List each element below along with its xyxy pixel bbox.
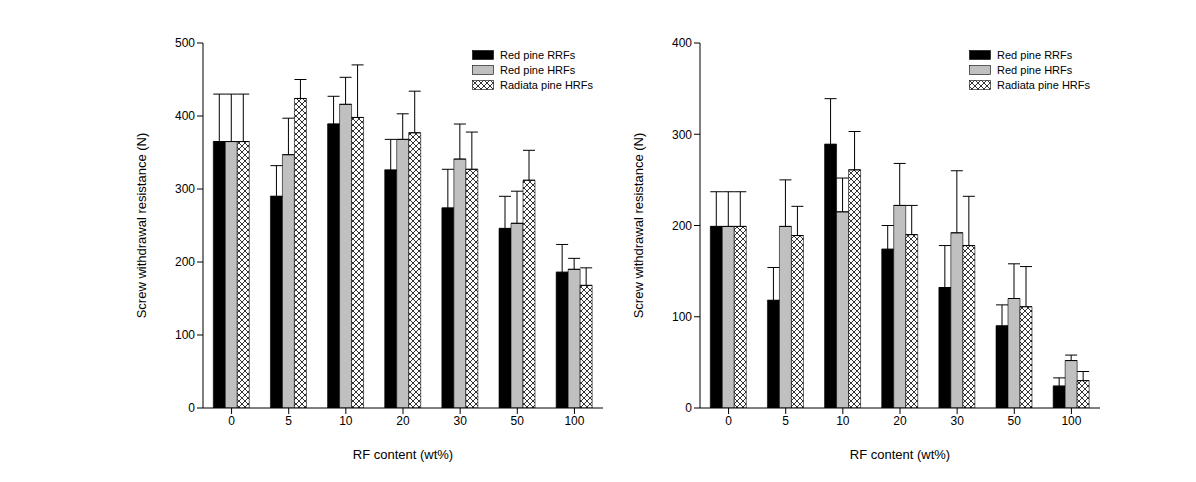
svg-text:5: 5 (285, 414, 292, 428)
svg-text:100: 100 (672, 310, 692, 324)
html-text:Red pine RRFs: Red pine RRFs (500, 49, 576, 61)
svg-text:500: 500 (175, 36, 195, 50)
svg-text:20: 20 (396, 414, 410, 428)
svg-text:100: 100 (175, 328, 195, 342)
svg-text:400: 400 (672, 36, 692, 50)
html-text:Red pine HRFs: Red pine HRFs (997, 64, 1073, 76)
svg-text:300: 300 (672, 128, 692, 142)
svg-text:0: 0 (685, 401, 692, 415)
svg-text:300: 300 (175, 182, 195, 196)
svg-text:100: 100 (564, 414, 584, 428)
svg-text:10: 10 (836, 414, 850, 428)
svg-text:100: 100 (1061, 414, 1081, 428)
svg-text:Screw withdrawal resistance (N: Screw withdrawal resistance (N) (134, 133, 149, 319)
svg-text:0: 0 (725, 414, 732, 428)
svg-text:30: 30 (453, 414, 467, 428)
svg-text:400: 400 (175, 109, 195, 123)
svg-text:200: 200 (175, 255, 195, 269)
svg-text:200: 200 (672, 219, 692, 233)
svg-text:5: 5 (782, 414, 789, 428)
html-text:Radiata pine HRFs: Radiata pine HRFs (500, 79, 593, 91)
svg-text:50: 50 (511, 414, 525, 428)
svg-text:Screw withdrawal resistance (N: Screw withdrawal resistance (N) (631, 133, 646, 319)
svg-text:0: 0 (188, 401, 195, 415)
html-text:Radiata pine HRFs: Radiata pine HRFs (997, 79, 1090, 91)
svg-text:20: 20 (893, 414, 907, 428)
svg-text:RF content (wt%): RF content (wt%) (353, 447, 453, 462)
svg-text:0: 0 (228, 414, 235, 428)
html-text:Red pine HRFs: Red pine HRFs (500, 64, 576, 76)
svg-text:50: 50 (1008, 414, 1022, 428)
svg-text:10: 10 (339, 414, 353, 428)
svg-text:RF content (wt%): RF content (wt%) (850, 447, 950, 462)
svg-text:30: 30 (950, 414, 964, 428)
html-text:Red pine RRFs: Red pine RRFs (997, 49, 1073, 61)
